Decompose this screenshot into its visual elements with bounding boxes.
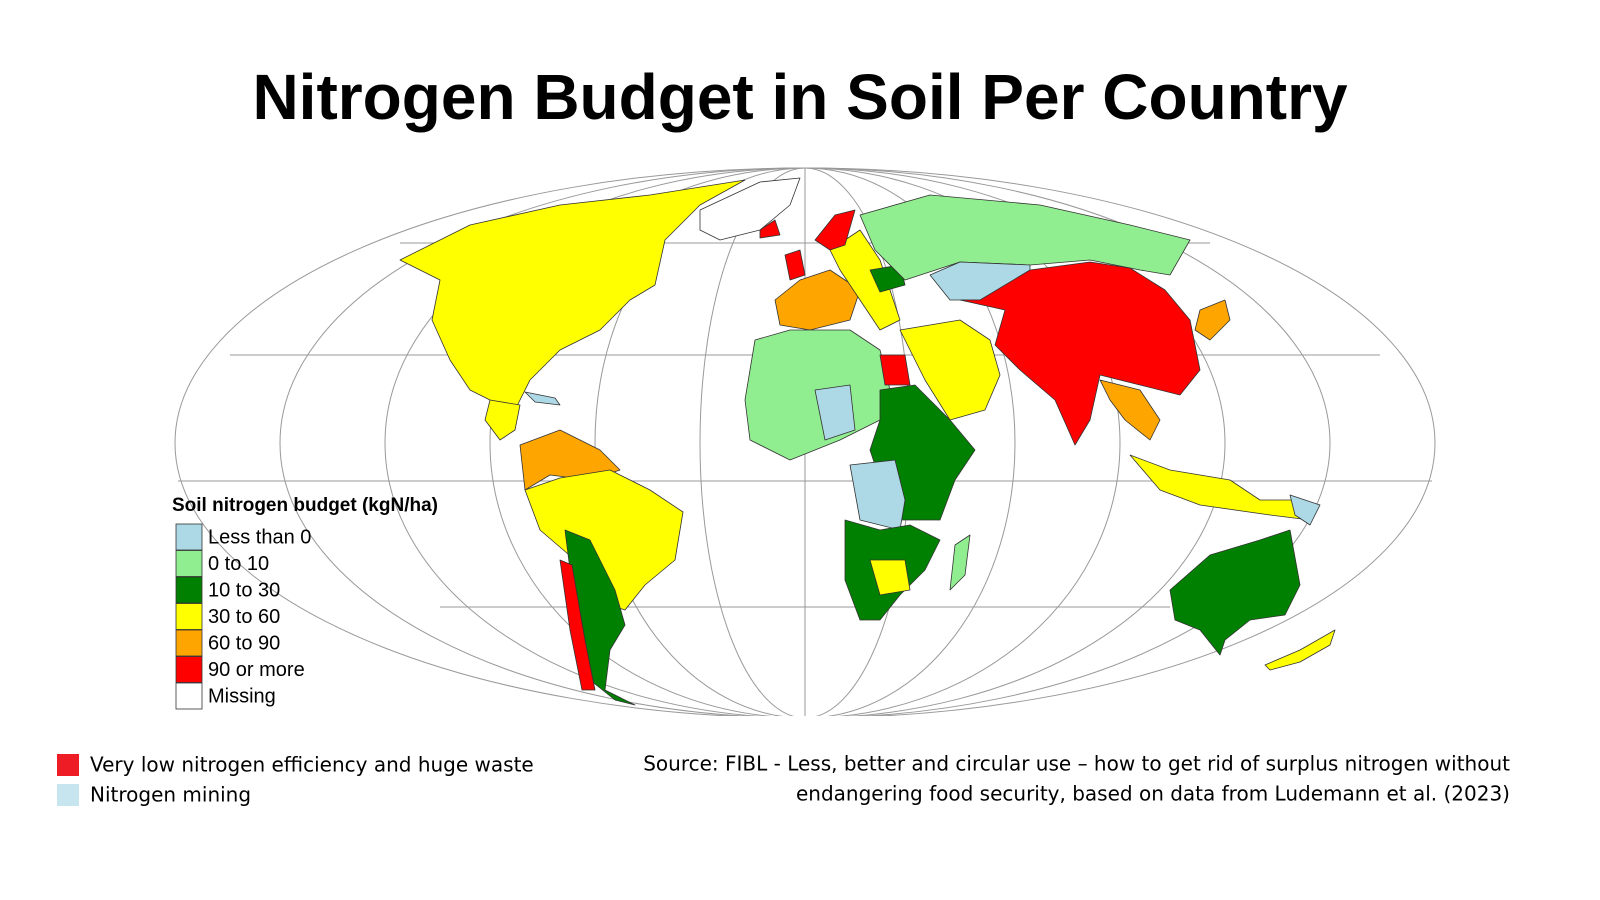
papua xyxy=(1289,494,1321,526)
greenland xyxy=(699,177,801,241)
north-america xyxy=(399,179,746,411)
source-line: Source: FIBL - Less, better and circular… xyxy=(643,752,1510,776)
cuba xyxy=(524,391,561,406)
legend-label: 0 to 10 xyxy=(208,553,269,575)
legend-swatch xyxy=(175,576,203,604)
legend-label: 90 or more xyxy=(208,659,305,681)
zambia xyxy=(869,559,911,596)
egypt xyxy=(879,354,911,386)
title: Nitrogen Budget in Soil Per Country xyxy=(252,61,1348,133)
central-america xyxy=(484,399,521,441)
note-label: Very low nitrogen efficiency and huge wa… xyxy=(90,753,534,777)
map xyxy=(174,167,1436,716)
legend-swatch xyxy=(175,550,203,577)
legend-swatch xyxy=(175,682,203,710)
japan xyxy=(1194,299,1231,341)
madagascar xyxy=(949,534,971,591)
legend-label: Missing xyxy=(208,685,276,707)
china-india xyxy=(959,261,1201,446)
southeast-asia xyxy=(1099,379,1161,441)
notes: Very low nitrogen efficiency and huge wa… xyxy=(57,753,534,807)
niger xyxy=(814,384,856,441)
note-swatch xyxy=(57,784,79,806)
legend-swatch xyxy=(175,523,203,551)
legend-label: 10 to 30 xyxy=(208,579,280,601)
legend-label: Less than 0 xyxy=(208,526,311,548)
uk xyxy=(784,249,806,281)
source-line: endangering food security, based on data… xyxy=(796,782,1510,806)
congo xyxy=(849,459,906,531)
legend-label: 60 to 90 xyxy=(208,632,280,654)
middle-east xyxy=(899,319,1001,421)
russia xyxy=(859,194,1191,281)
legend-swatch xyxy=(175,629,203,657)
countries xyxy=(399,177,1336,706)
legend-swatch xyxy=(175,603,203,630)
legend: Less than 0 0 to 10 10 to 30 30 to 60 60 to … xyxy=(175,523,311,710)
legend-label: 30 to 60 xyxy=(208,606,280,628)
scandinavia xyxy=(814,209,856,251)
iceland xyxy=(759,219,781,239)
note-swatch xyxy=(57,754,79,776)
central-europe xyxy=(829,229,901,331)
chile xyxy=(559,559,596,691)
legend-swatch xyxy=(175,656,203,683)
note-label: Nitrogen mining xyxy=(90,783,251,807)
indonesia xyxy=(1129,454,1311,521)
new-zealand xyxy=(1264,629,1336,671)
western-europe xyxy=(774,269,861,331)
australia xyxy=(1169,529,1301,656)
legend-title: Soil nitrogen budget (kgN/ha) xyxy=(172,495,438,516)
